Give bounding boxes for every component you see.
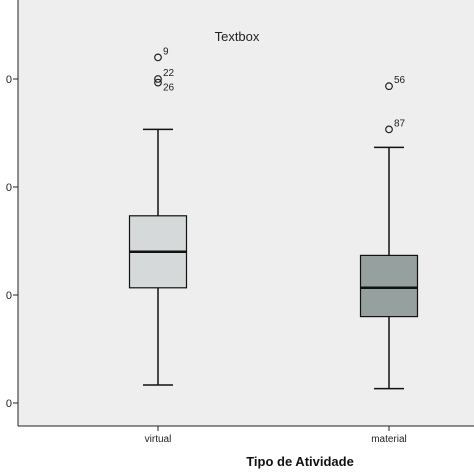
y-tick-label: 0: [6, 290, 12, 302]
y-tick-label: 0: [6, 182, 12, 194]
x-tick-label: virtual: [145, 434, 172, 445]
box-material: [359, 254, 419, 318]
outliers-layer: 9 22 26 56 87: [154, 46, 406, 134]
y-tick-label: 0: [6, 398, 12, 410]
outlier-marker: [385, 82, 393, 91]
textbox-annotation: Textbox: [215, 29, 260, 44]
y-tick-label: 0: [6, 74, 12, 86]
outlier-label: 26: [163, 83, 175, 94]
outlier-marker: [154, 75, 162, 83]
plot-area: [18, 0, 474, 426]
outlier-label: 87: [394, 118, 406, 129]
outlier-marker: [385, 125, 393, 134]
boxes-layer: [128, 128, 419, 390]
outlier-marker: [154, 53, 162, 62]
x-axis-title: Tipo de Atividade: [246, 454, 354, 469]
y-axis-ticks: 0 0 0 0: [6, 74, 18, 410]
outlier-label: 9: [163, 46, 169, 57]
x-axis-ticks: virtual material: [145, 426, 407, 445]
outlier-marker: [154, 78, 162, 87]
x-tick-label: material: [371, 434, 407, 445]
outlier-label: 56: [394, 75, 406, 86]
outlier-label: 22: [163, 68, 175, 79]
